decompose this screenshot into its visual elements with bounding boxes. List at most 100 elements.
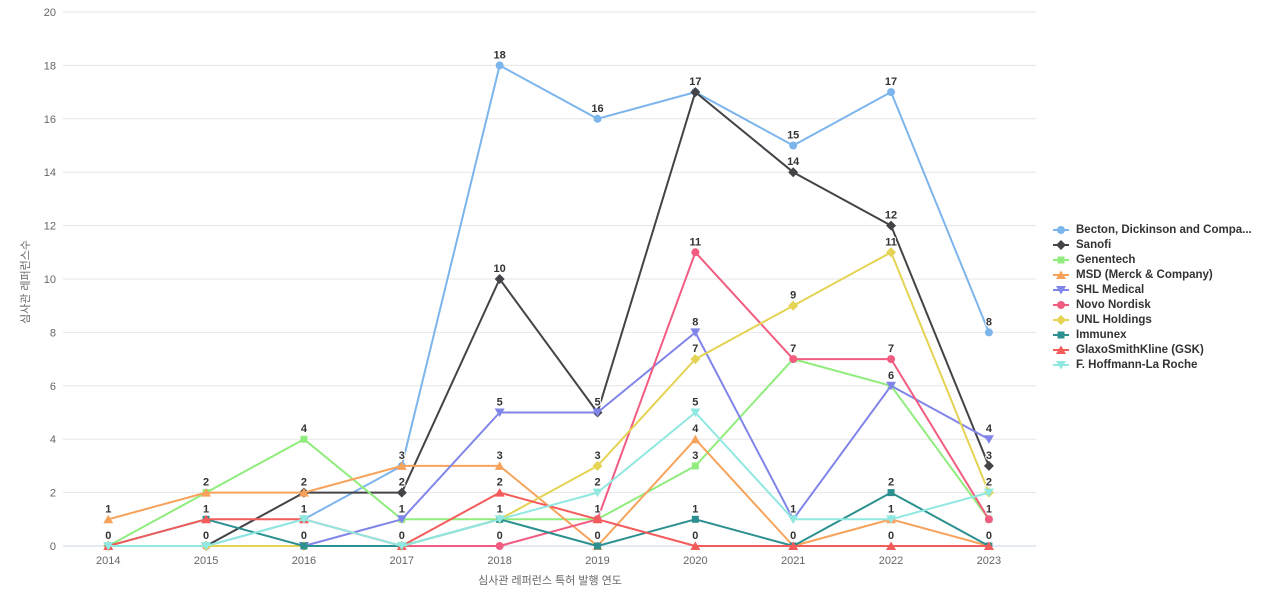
- legend-item-unl-holdings[interactable]: UNL Holdings: [1053, 314, 1252, 326]
- x-axis-title: 심사관 레퍼런스 특허 발행 연도: [478, 575, 622, 587]
- svg-text:1: 1: [301, 503, 307, 515]
- legend-label: SHL Medical: [1076, 284, 1145, 296]
- legend-item-f-hoffmann-la-roche[interactable]: F. Hoffmann-La Roche: [1053, 359, 1252, 371]
- x-axis-tick-labels: 2014 2015 2016 2017 2018 2019 2020 2021 2022 2023: [96, 555, 1001, 567]
- svg-text:0: 0: [203, 530, 209, 542]
- svg-text:2017: 2017: [390, 555, 414, 567]
- svg-text:0: 0: [301, 530, 307, 542]
- svg-text:2: 2: [594, 477, 600, 489]
- svg-text:17: 17: [689, 76, 701, 88]
- legend-marker-icon: [1053, 256, 1069, 264]
- svg-text:0: 0: [50, 541, 56, 553]
- legend-label: Sanofi: [1076, 239, 1112, 251]
- legend-item-genentech[interactable]: Genentech: [1053, 254, 1252, 266]
- series-genentech[interactable]: [104, 355, 993, 550]
- svg-text:4: 4: [50, 434, 56, 446]
- series-becton-dickinson-and-compa[interactable]: [104, 61, 993, 550]
- svg-text:2: 2: [399, 477, 405, 489]
- svg-text:0: 0: [399, 530, 405, 542]
- svg-text:0: 0: [986, 530, 992, 542]
- svg-text:5: 5: [497, 397, 503, 409]
- svg-text:7: 7: [790, 343, 796, 355]
- svg-text:12: 12: [885, 210, 897, 222]
- svg-text:1: 1: [594, 503, 600, 515]
- svg-text:0: 0: [790, 530, 796, 542]
- legend-item-immunex[interactable]: Immunex: [1053, 329, 1252, 341]
- svg-text:2: 2: [497, 477, 503, 489]
- svg-text:2: 2: [301, 477, 307, 489]
- svg-text:0: 0: [399, 530, 405, 542]
- series-sanofi[interactable]: [103, 87, 994, 551]
- svg-text:0: 0: [301, 530, 307, 542]
- legend-marker-icon: [1053, 345, 1069, 354]
- legend-marker-icon: [1053, 270, 1069, 279]
- svg-text:2: 2: [203, 477, 209, 489]
- svg-text:4: 4: [692, 423, 699, 435]
- svg-text:0: 0: [399, 530, 405, 542]
- svg-text:2022: 2022: [879, 555, 903, 567]
- svg-text:2: 2: [986, 477, 992, 489]
- legend-item-sanofi[interactable]: Sanofi: [1053, 239, 1252, 251]
- svg-text:0: 0: [399, 530, 405, 542]
- svg-text:0: 0: [888, 530, 894, 542]
- svg-text:0: 0: [594, 530, 600, 542]
- legend-item-glaxosmithkline-gsk[interactable]: GlaxoSmithKline (GSK): [1053, 344, 1252, 356]
- svg-text:0: 0: [105, 530, 111, 542]
- svg-text:0: 0: [203, 530, 209, 542]
- svg-text:2: 2: [203, 477, 209, 489]
- svg-text:0: 0: [203, 530, 209, 542]
- svg-text:3: 3: [986, 450, 992, 462]
- svg-text:5: 5: [594, 397, 600, 409]
- legend-label: Novo Nordisk: [1076, 299, 1151, 311]
- svg-text:10: 10: [44, 274, 56, 286]
- svg-text:1: 1: [497, 503, 503, 515]
- svg-text:1: 1: [301, 503, 307, 515]
- svg-text:1: 1: [594, 503, 600, 515]
- legend-item-msd-merck-company[interactable]: MSD (Merck & Company): [1053, 269, 1252, 281]
- svg-text:1: 1: [888, 503, 894, 515]
- legend-item-becton-dickinson-and-compa[interactable]: Becton, Dickinson and Compa...: [1053, 224, 1252, 236]
- legend-item-novo-nordisk[interactable]: Novo Nordisk: [1053, 299, 1252, 311]
- svg-text:2016: 2016: [292, 555, 316, 567]
- svg-text:2014: 2014: [96, 555, 120, 567]
- svg-text:0: 0: [790, 530, 796, 542]
- svg-text:0: 0: [203, 530, 209, 542]
- svg-text:0: 0: [105, 530, 111, 542]
- svg-text:17: 17: [689, 76, 701, 88]
- svg-text:11: 11: [885, 236, 897, 248]
- series-f-hoffmann-la-roche[interactable]: [103, 408, 994, 551]
- legend-marker-icon: [1053, 301, 1069, 309]
- svg-text:7: 7: [790, 343, 796, 355]
- svg-text:6: 6: [888, 370, 894, 382]
- legend-marker-icon: [1053, 240, 1069, 250]
- svg-text:1: 1: [497, 503, 503, 515]
- svg-text:14: 14: [787, 156, 800, 168]
- legend: Becton, Dickinson and Compa... Sanofi Gene…: [1053, 224, 1252, 371]
- svg-text:9: 9: [790, 290, 796, 302]
- svg-text:0: 0: [986, 530, 992, 542]
- svg-text:18: 18: [44, 60, 56, 72]
- svg-text:8: 8: [986, 316, 992, 328]
- svg-text:7: 7: [888, 343, 894, 355]
- svg-text:3: 3: [497, 450, 503, 462]
- svg-text:12: 12: [44, 221, 56, 233]
- svg-text:0: 0: [594, 530, 600, 542]
- svg-text:6: 6: [888, 370, 894, 382]
- svg-text:0: 0: [986, 530, 992, 542]
- svg-text:2019: 2019: [585, 555, 609, 567]
- svg-text:10: 10: [494, 263, 506, 275]
- legend-label: Becton, Dickinson and Compa...: [1076, 224, 1252, 236]
- svg-text:8: 8: [50, 327, 56, 339]
- svg-text:8: 8: [692, 316, 698, 328]
- svg-text:1: 1: [888, 503, 894, 515]
- svg-text:0: 0: [105, 530, 111, 542]
- svg-text:0: 0: [301, 530, 307, 542]
- svg-text:0: 0: [692, 530, 698, 542]
- svg-text:1: 1: [399, 503, 405, 515]
- legend-item-shl-medical[interactable]: SHL Medical: [1053, 284, 1252, 296]
- svg-text:1: 1: [203, 503, 209, 515]
- svg-text:1: 1: [301, 503, 307, 515]
- svg-text:6: 6: [50, 381, 56, 393]
